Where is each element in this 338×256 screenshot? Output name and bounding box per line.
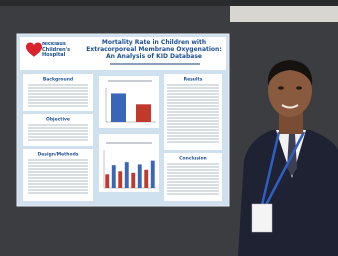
title-box: Mortality Rate in Children with Extracor…	[86, 39, 222, 63]
logo-text: Nicklaus Children's Hospital	[42, 42, 82, 59]
authors-line	[110, 63, 200, 65]
section-heading: Design/Methods	[38, 152, 79, 158]
poster-title: Mortality Rate in Children with Extracor…	[86, 39, 222, 60]
bar	[105, 174, 109, 188]
bar	[112, 165, 116, 188]
section-heading: Background	[43, 77, 73, 83]
bar	[136, 104, 151, 122]
logo-box: Nicklaus Children's Hospital	[42, 42, 82, 66]
section-heading: Objective	[46, 117, 70, 123]
bar	[111, 93, 126, 122]
bar	[131, 173, 135, 188]
page: {"poster": { "logo": "Nicklaus Children'…	[0, 0, 338, 256]
section-heading: Conclusion	[179, 156, 207, 162]
eye	[296, 86, 302, 89]
frame-top	[0, 0, 338, 6]
bar	[125, 162, 129, 188]
section-heading: Results	[184, 77, 203, 83]
bar	[144, 170, 148, 188]
badge	[252, 204, 272, 232]
bar	[118, 171, 122, 188]
scene: Nicklaus Children's Hospital Mortality R…	[0, 0, 338, 256]
eye	[278, 86, 284, 89]
bar	[138, 164, 142, 188]
bar	[151, 161, 155, 188]
